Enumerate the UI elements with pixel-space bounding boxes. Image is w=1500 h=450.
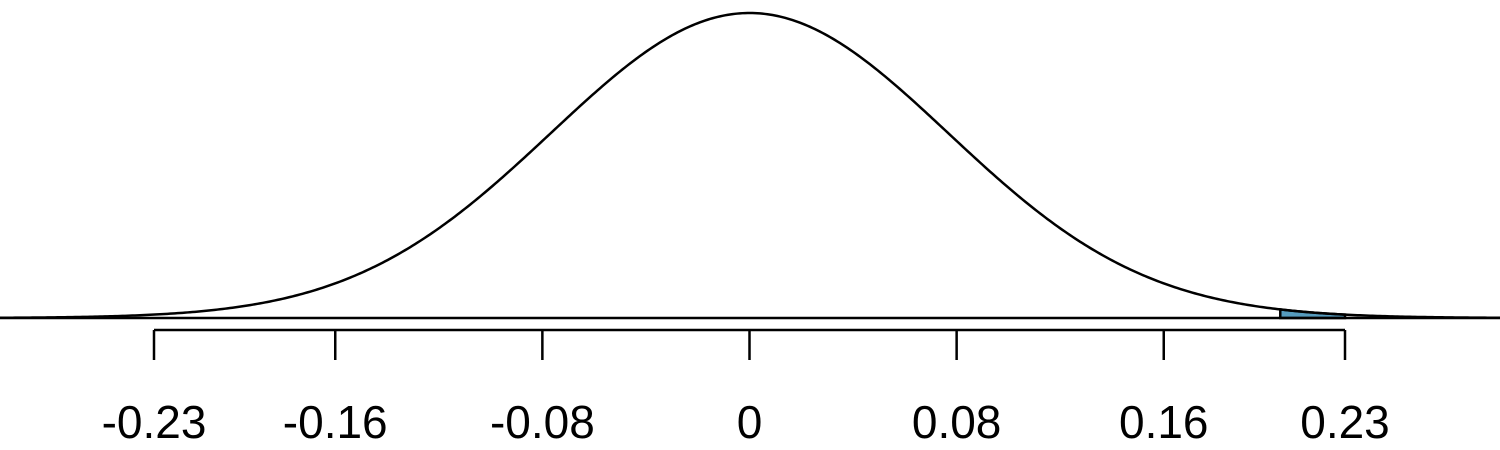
x-tick-label: 0.08	[912, 396, 1002, 448]
x-tick-label: -0.16	[283, 396, 388, 448]
x-axis: -0.23 -0.16 -0.08 0 0.08 0.16 0.23	[102, 328, 1390, 448]
x-tick-label: 0	[737, 396, 763, 448]
x-tick-label: 0.16	[1119, 396, 1209, 448]
density-curve-layer	[0, 11, 1500, 320]
x-tick-label: -0.23	[102, 396, 207, 448]
x-tick-label: -0.08	[490, 396, 595, 448]
x-tick-label: 0.23	[1300, 396, 1390, 448]
normal-density-curve	[0, 11, 1500, 320]
